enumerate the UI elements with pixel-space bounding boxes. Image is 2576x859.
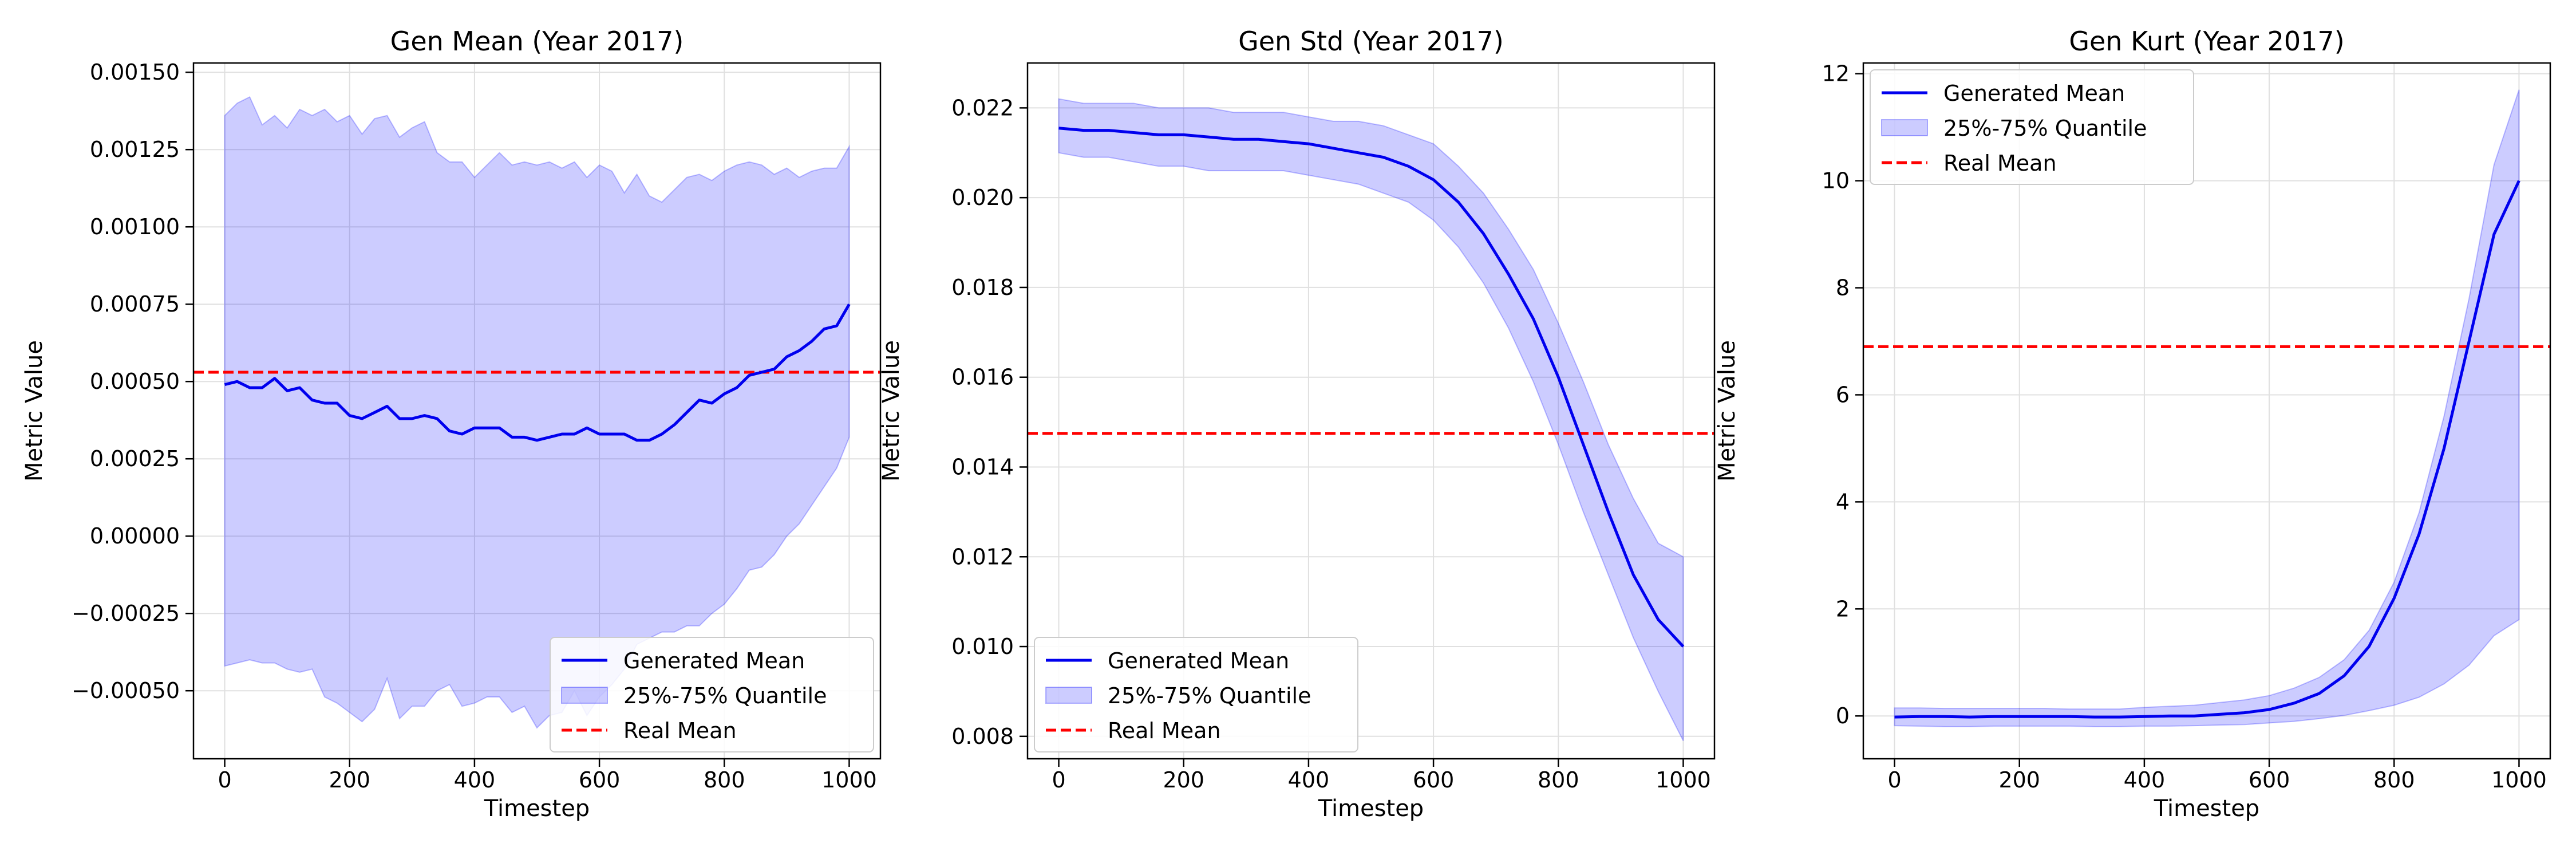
y-tick-label: 0.008 bbox=[951, 724, 1014, 749]
legend: Generated Mean 25%-75% Quantile Real Mean bbox=[550, 637, 874, 752]
y-tick-label: 0.00075 bbox=[90, 291, 180, 317]
legend-band-swatch bbox=[561, 687, 608, 704]
chart-panel-1: 0 200 400 600 800 1000 −0.00050 −0.00025 0.00000… bbox=[21, 26, 882, 822]
x-axis-label: Timestep bbox=[2154, 795, 2259, 822]
x-axis-label: Timestep bbox=[1318, 795, 1424, 822]
y-tick-label: 10 bbox=[1822, 168, 1850, 194]
chart-title: Gen Mean (Year 2017) bbox=[390, 26, 684, 57]
x-tick-label: 800 bbox=[1538, 767, 1579, 793]
legend: Generated Mean 25%-75% Quantile Real Mean bbox=[1034, 637, 1358, 752]
x-tick-label: 0 bbox=[1052, 767, 1065, 793]
legend-label: Real Mean bbox=[623, 718, 737, 743]
y-tick-label: 2 bbox=[1836, 596, 1850, 621]
chart-panel-2: 0 200 400 600 800 1000 0.008 0.010 0.012 0.014 0.0… bbox=[878, 26, 1716, 822]
legend-label: Real Mean bbox=[1943, 151, 2057, 176]
x-tick-label: 800 bbox=[704, 767, 745, 793]
x-tick-label: 200 bbox=[1163, 767, 1204, 793]
ticks: 0 200 400 600 800 1000 −0.00050 −0.00025 0.00000… bbox=[72, 60, 877, 793]
y-tick-label: 0.00125 bbox=[90, 137, 180, 162]
legend-box bbox=[1870, 69, 2194, 185]
legend-label: 25%-75% Quantile bbox=[623, 683, 827, 708]
x-tick-label: 0 bbox=[1887, 767, 1901, 793]
y-tick-label: 0.014 bbox=[951, 454, 1014, 479]
chart-panel-3: 0 200 400 600 800 1000 0 2 4 6 8 10 12 Gen Kurt (Year… bbox=[1714, 26, 2551, 822]
legend-band-swatch bbox=[1881, 119, 1928, 136]
x-axis-label: Timestep bbox=[484, 795, 590, 822]
x-tick-label: 200 bbox=[1998, 767, 2040, 793]
quantile-band bbox=[224, 96, 850, 729]
axes-frame bbox=[192, 62, 882, 760]
x-tick-label: 1000 bbox=[2491, 767, 2547, 793]
legend-box bbox=[550, 637, 874, 752]
x-tick-label: 200 bbox=[329, 767, 370, 793]
y-tick-label: 4 bbox=[1836, 489, 1850, 514]
y-tick-label: 12 bbox=[1822, 61, 1850, 86]
legend: Generated Mean 25%-75% Quantile Real Mean bbox=[1870, 69, 2194, 185]
axes-frame bbox=[1026, 62, 1716, 760]
x-tick-label: 800 bbox=[2373, 767, 2415, 793]
grid bbox=[193, 63, 880, 759]
ticks: 0 200 400 600 800 1000 0 2 4 6 8 10 12 bbox=[1822, 61, 2547, 793]
legend-label: 25%-75% Quantile bbox=[1943, 116, 2147, 141]
y-tick-label: 0.00100 bbox=[90, 214, 180, 239]
y-tick-label: 0.018 bbox=[951, 275, 1014, 300]
y-tick-label: 0.00050 bbox=[90, 369, 180, 394]
y-tick-label: 6 bbox=[1836, 382, 1850, 407]
y-tick-label: 0.00025 bbox=[90, 446, 180, 471]
legend-label: Real Mean bbox=[1108, 718, 1221, 743]
y-tick-label: 0.016 bbox=[951, 365, 1014, 390]
x-tick-label: 1000 bbox=[1656, 767, 1711, 793]
x-tick-label: 400 bbox=[454, 767, 496, 793]
x-tick-label: 400 bbox=[2124, 767, 2166, 793]
legend-label: 25%-75% Quantile bbox=[1108, 683, 1311, 708]
y-tick-label: 0.022 bbox=[951, 95, 1014, 120]
x-tick-label: 600 bbox=[2249, 767, 2290, 793]
ticks: 0 200 400 600 800 1000 0.008 0.010 0.012 0.014 0.0… bbox=[951, 95, 1711, 793]
chart-title: Gen Kurt (Year 2017) bbox=[2069, 26, 2344, 57]
plot-area bbox=[1863, 89, 2550, 727]
y-tick-label: 0.020 bbox=[951, 185, 1014, 210]
legend-label: Generated Mean bbox=[623, 648, 805, 673]
y-tick-label: −0.00050 bbox=[72, 678, 180, 703]
axes-frame bbox=[1862, 62, 2551, 760]
generated-mean-line bbox=[1058, 127, 1685, 648]
y-tick-label: −0.00025 bbox=[72, 601, 180, 626]
quantile-band bbox=[1058, 98, 1684, 742]
x-tick-label: 0 bbox=[218, 767, 231, 793]
quantile-band bbox=[1894, 89, 2520, 727]
x-tick-label: 400 bbox=[1288, 767, 1330, 793]
y-tick-label: 0.012 bbox=[951, 544, 1014, 569]
legend-band-swatch bbox=[1045, 687, 1092, 704]
legend-label: Generated Mean bbox=[1108, 648, 1289, 673]
y-axis-label: Metric Value bbox=[21, 340, 48, 482]
y-tick-label: 8 bbox=[1836, 275, 1850, 301]
y-tick-label: 0 bbox=[1836, 703, 1850, 728]
x-tick-label: 600 bbox=[1413, 767, 1455, 793]
plot-area bbox=[193, 96, 880, 729]
plot-area bbox=[1028, 98, 1714, 742]
chart-title: Gen Std (Year 2017) bbox=[1238, 26, 1504, 57]
grid bbox=[1863, 63, 2550, 759]
x-tick-label: 1000 bbox=[821, 767, 877, 793]
y-tick-label: 0.00150 bbox=[90, 60, 180, 85]
y-axis-label: Metric Value bbox=[1714, 340, 1740, 482]
x-tick-label: 600 bbox=[579, 767, 621, 793]
generated-mean-line bbox=[1894, 180, 2520, 719]
legend-label: Generated Mean bbox=[1943, 81, 2125, 106]
y-tick-label: 0.010 bbox=[951, 634, 1014, 659]
y-tick-label: 0.00000 bbox=[90, 523, 180, 549]
y-axis-label: Metric Value bbox=[878, 340, 904, 482]
legend-box bbox=[1034, 637, 1358, 752]
